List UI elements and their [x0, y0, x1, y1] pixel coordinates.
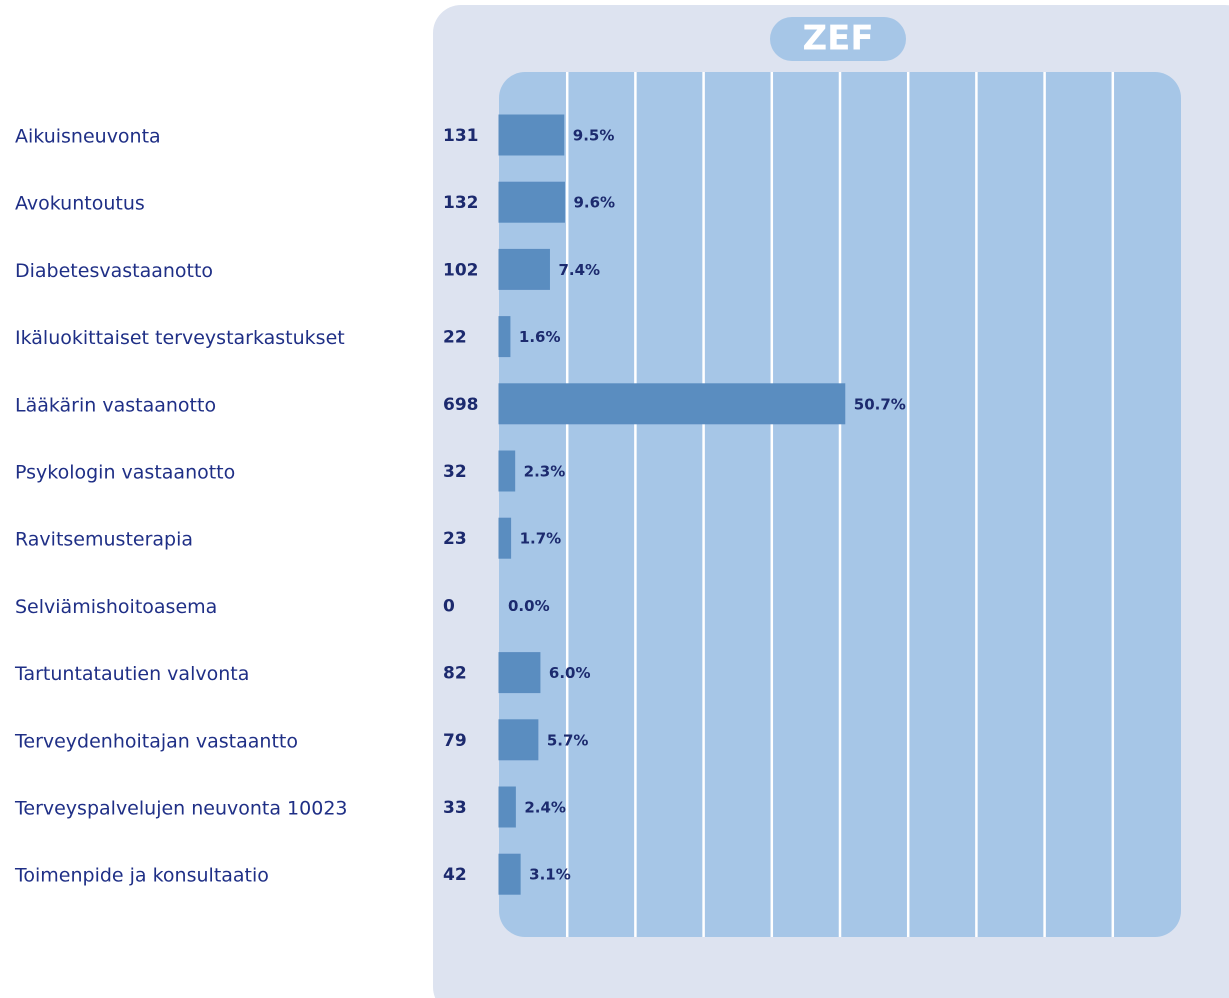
- bar: [498, 786, 516, 828]
- bar: [498, 517, 512, 559]
- bar: [498, 853, 521, 895]
- count-label: 132: [443, 193, 479, 213]
- category-label: Avokuntoutus: [15, 193, 145, 215]
- count-label: 698: [443, 395, 479, 415]
- count-label: 23: [443, 529, 467, 549]
- category-label: Terveydenhoitajan vastaantto: [14, 730, 298, 752]
- count-label: 79: [443, 731, 467, 751]
- count-label: 33: [443, 798, 467, 818]
- logo-pill: [770, 17, 906, 61]
- category-label: Lääkärin vastaanotto: [15, 394, 216, 416]
- category-label: Terveyspalvelujen neuvonta 10023: [14, 798, 348, 820]
- value-label: 6.0%: [549, 664, 591, 682]
- bar: [498, 719, 539, 761]
- value-label: 9.5%: [573, 127, 615, 145]
- category-label: Toimenpide ja konsultaatio: [14, 865, 269, 887]
- count-label: 22: [443, 328, 467, 348]
- category-label: Aikuisneuvonta: [15, 126, 161, 148]
- bar: [498, 114, 565, 156]
- value-label: 7.4%: [558, 261, 600, 279]
- bar: [498, 181, 565, 223]
- value-label: 9.6%: [573, 194, 615, 212]
- category-label: Ravitsemusterapia: [15, 529, 193, 551]
- value-label: 2.4%: [524, 799, 566, 817]
- bar: [498, 383, 846, 425]
- count-label: 102: [443, 260, 479, 280]
- category-label: Tartuntatautien valvonta: [14, 663, 249, 685]
- value-label: 5.7%: [547, 731, 589, 749]
- category-label: Psykologin vastaanotto: [15, 462, 235, 484]
- value-label: 3.1%: [529, 866, 571, 884]
- count-label: 32: [443, 462, 467, 482]
- chart-title: ZEF: [802, 19, 873, 59]
- value-label: 2.3%: [524, 463, 566, 481]
- count-label: 42: [443, 865, 467, 885]
- category-label: Diabetesvastaanotto: [15, 260, 213, 282]
- bar: [498, 248, 550, 290]
- value-label: 1.6%: [519, 328, 561, 346]
- count-label: 82: [443, 664, 467, 684]
- value-label: 50.7%: [854, 395, 906, 413]
- value-label: 0.0%: [508, 597, 550, 615]
- bar: [498, 652, 541, 694]
- category-label: Selviämishoitoasema: [15, 596, 217, 618]
- bar: [498, 316, 511, 358]
- value-label: 1.7%: [520, 530, 562, 548]
- category-label: Ikäluokittaiset terveystarkastukset: [15, 327, 345, 349]
- count-label: 131: [443, 126, 479, 146]
- count-label: 0: [443, 596, 455, 616]
- bar: [498, 450, 516, 492]
